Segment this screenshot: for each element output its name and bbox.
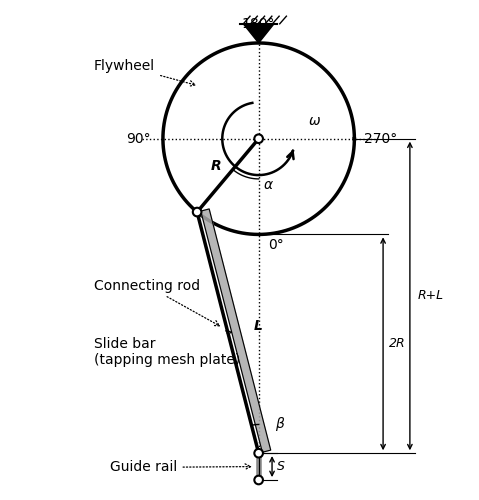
Text: L: L: [254, 319, 263, 333]
Text: Connecting rod: Connecting rod: [94, 278, 219, 326]
Text: 180°: 180°: [242, 16, 275, 30]
Circle shape: [254, 134, 263, 143]
Text: Flywheel: Flywheel: [94, 59, 195, 86]
Polygon shape: [201, 209, 271, 452]
Text: Slide bar
(tapping mesh plate): Slide bar (tapping mesh plate): [94, 331, 240, 367]
Circle shape: [193, 208, 202, 216]
Circle shape: [254, 476, 263, 484]
Text: S: S: [277, 460, 285, 473]
Text: α: α: [263, 178, 273, 192]
Text: 0°: 0°: [268, 238, 284, 252]
Text: ω: ω: [308, 114, 320, 128]
Text: R+L: R+L: [418, 290, 444, 302]
Text: Guide rail: Guide rail: [110, 460, 251, 474]
Circle shape: [254, 449, 263, 458]
Polygon shape: [243, 24, 274, 43]
Text: R: R: [211, 159, 222, 173]
Text: β: β: [275, 418, 284, 432]
Text: 90°: 90°: [126, 132, 150, 145]
Text: 2R: 2R: [389, 338, 405, 350]
Text: 270°: 270°: [364, 132, 397, 145]
